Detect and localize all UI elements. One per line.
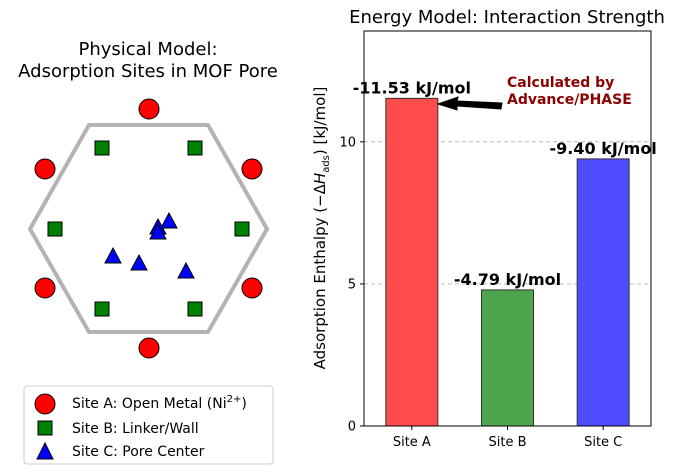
annotation: Calculated by Advance/PHASE xyxy=(436,75,632,111)
site-c-marker xyxy=(149,222,167,240)
left-title-line2: Adsorption Sites in MOF Pore xyxy=(18,61,278,82)
data-label: -9.40 kJ/mol xyxy=(550,139,657,158)
left-title-line1: Physical Model: xyxy=(78,39,217,60)
x-tick-label: Site C xyxy=(584,435,622,450)
data-label: -11.53 kJ/mol xyxy=(353,78,471,97)
chart-title: Energy Model: Interaction Strength xyxy=(349,7,665,28)
x-axis-ticks: Site A Site B Site C xyxy=(393,426,622,450)
physical-model-panel: Physical Model: Adsorption Sites in MOF … xyxy=(18,39,278,465)
legend-site-c-marker xyxy=(36,441,54,460)
site-a-marker xyxy=(241,158,263,180)
annotation-arrow xyxy=(436,96,503,111)
x-tick-label: Site A xyxy=(393,435,431,450)
site-c-marker xyxy=(130,253,148,271)
site-c-marker xyxy=(160,211,178,229)
legend-site-c-label: Site C: Pore Center xyxy=(72,444,205,460)
energy-chart: Energy Model: Interaction Strength Adsor… xyxy=(311,7,665,450)
bar-site-a xyxy=(385,97,439,427)
legend-site-b-label: Site B: Linker/Wall xyxy=(72,421,199,437)
bar-site-b xyxy=(481,289,534,427)
site-c-marker xyxy=(104,246,122,264)
site-c-markers xyxy=(104,211,195,279)
mof-pore-hexagon xyxy=(27,123,270,334)
site-b-marker xyxy=(94,140,110,156)
site-a-marker xyxy=(138,98,160,120)
y-tick-label: 5 xyxy=(348,277,356,292)
site-b-marker xyxy=(47,221,63,237)
y-axis-label: Adsorption Enthalpy (−ΔHads) [kJ/mol] xyxy=(311,87,332,370)
legend-site-b-marker xyxy=(37,420,53,436)
bars xyxy=(385,97,630,427)
site-b-marker xyxy=(94,301,110,317)
x-tick-label: Site B xyxy=(488,435,526,450)
bar-site-c xyxy=(576,158,630,427)
legend-site-a-label: Site A: Open Metal (Ni2+) xyxy=(72,394,247,412)
annotation-text-line1: Calculated by xyxy=(507,75,614,91)
y-tick-label: 10 xyxy=(339,135,356,150)
legend: Site A: Open Metal (Ni2+) Site B: Linker… xyxy=(23,385,274,465)
site-a-marker xyxy=(241,277,263,299)
site-b-marker xyxy=(187,140,203,156)
data-labels: -11.53 kJ/mol -4.79 kJ/mol -9.40 kJ/mol xyxy=(353,78,657,289)
y-tick-label: 0 xyxy=(348,420,356,435)
site-b-marker xyxy=(187,301,203,317)
y-axis-ticks: 0 5 10 xyxy=(339,135,364,435)
site-c-marker xyxy=(177,261,195,279)
data-label: -4.79 kJ/mol xyxy=(454,270,561,289)
site-a-markers xyxy=(34,98,263,359)
legend-box xyxy=(23,385,274,465)
site-a-marker xyxy=(34,277,56,299)
site-b-markers xyxy=(47,140,250,317)
annotation-text-line2: Advance/PHASE xyxy=(507,92,632,108)
site-a-marker xyxy=(138,337,160,359)
site-b-marker xyxy=(234,221,250,237)
legend-site-a-marker xyxy=(34,393,56,415)
site-a-marker xyxy=(34,158,56,180)
